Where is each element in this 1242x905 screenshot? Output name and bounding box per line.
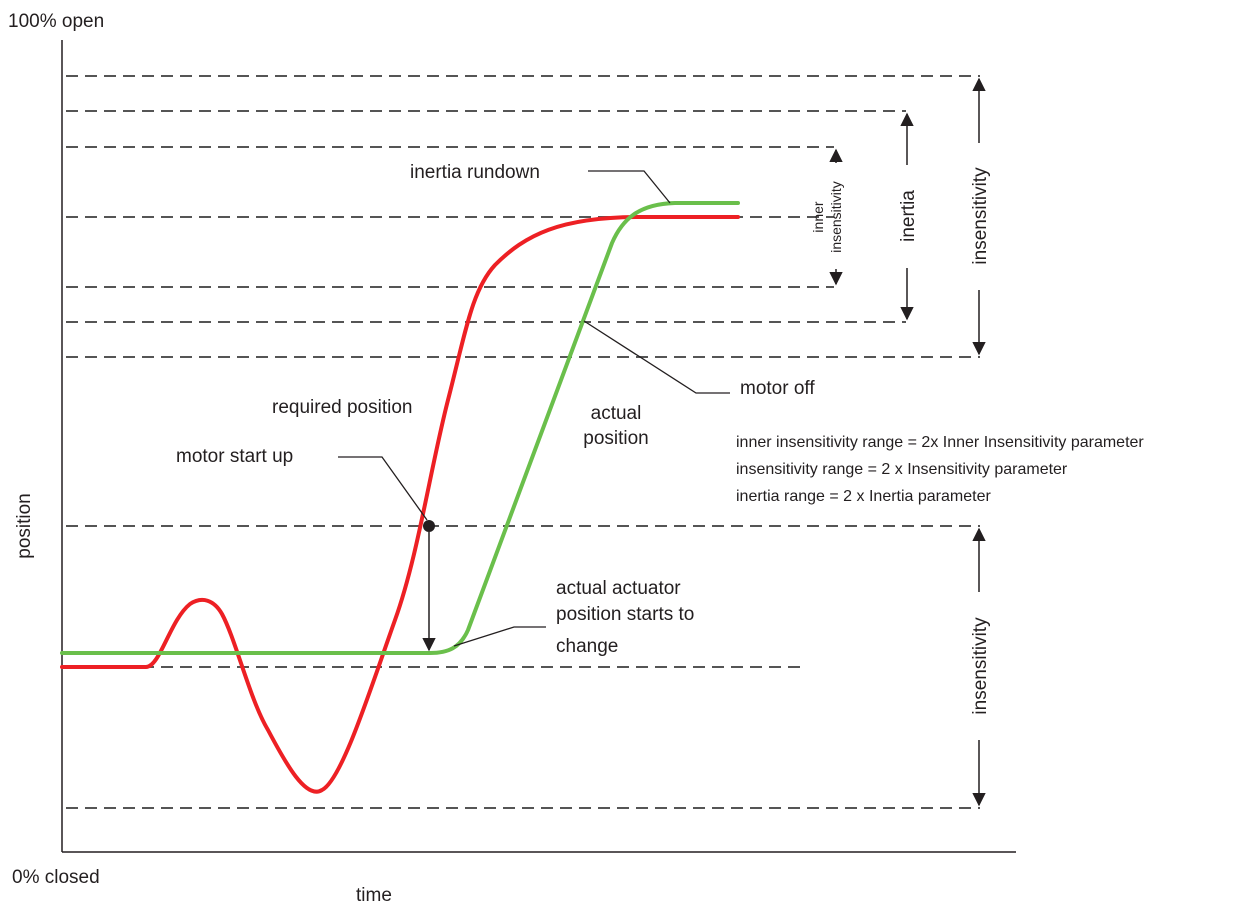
svg-text:inertia: inertia <box>898 190 919 242</box>
x-axis-label: time <box>356 885 392 905</box>
inertia-rundown-leader <box>588 170 671 204</box>
note-inertia: inertia range = 2 x Inertia parameter <box>736 488 991 505</box>
motor-start-up-point <box>423 520 435 532</box>
svg-text:insensitivity: insensitivity <box>970 167 991 265</box>
actuator-change-label-line2: position starts to <box>556 604 694 625</box>
svg-text:insensitivity: insensitivity <box>828 181 844 253</box>
inertia-rundown-label: inertia rundown <box>410 162 540 183</box>
actuator-change-leader <box>453 626 546 647</box>
required-position-curve <box>60 215 740 794</box>
y-axis-top-label: 100% open <box>8 11 104 32</box>
inner-insensitivity-label-line1: inner <box>810 201 826 232</box>
svg-text:inner: inner <box>810 201 826 232</box>
motor-start-up-label: motor start up <box>176 446 293 467</box>
insensitivity-bottom-range: insensitivity <box>970 527 991 807</box>
insensitivity-top-range: insensitivity <box>970 77 991 356</box>
required-position-label: required position <box>272 397 412 418</box>
note-insensitivity: insensitivity range = 2 x Insensitivity … <box>736 461 1068 478</box>
actual-position-label-line2: position <box>583 428 649 449</box>
inertia-label: inertia <box>898 190 919 242</box>
y-axis-bottom-label: 0% closed <box>12 867 100 888</box>
insensitivity-bottom-label: insensitivity <box>970 617 991 715</box>
motor-off-label: motor off <box>740 378 815 399</box>
inertia-range: inertia <box>898 112 919 321</box>
actual-position-curve <box>60 201 740 655</box>
y-axis-label: position <box>14 493 35 559</box>
inner-insensitivity-range: inner insensitivity <box>810 148 844 286</box>
actuator-change-label-line3: change <box>556 636 618 657</box>
motor-start-up-leader <box>338 456 428 521</box>
svg-text:insensitivity: insensitivity <box>970 617 991 715</box>
actual-position-label-line1: actual <box>591 403 642 424</box>
insensitivity-top-label: insensitivity <box>970 167 991 265</box>
motor-off-leader <box>583 320 730 394</box>
note-inner-insensitivity: inner insensitivity range = 2x Inner Ins… <box>736 434 1144 451</box>
actuator-change-label-line1: actual actuator <box>556 578 681 599</box>
inner-insensitivity-label-line2: insensitivity <box>828 181 844 253</box>
reference-lines <box>66 75 980 809</box>
